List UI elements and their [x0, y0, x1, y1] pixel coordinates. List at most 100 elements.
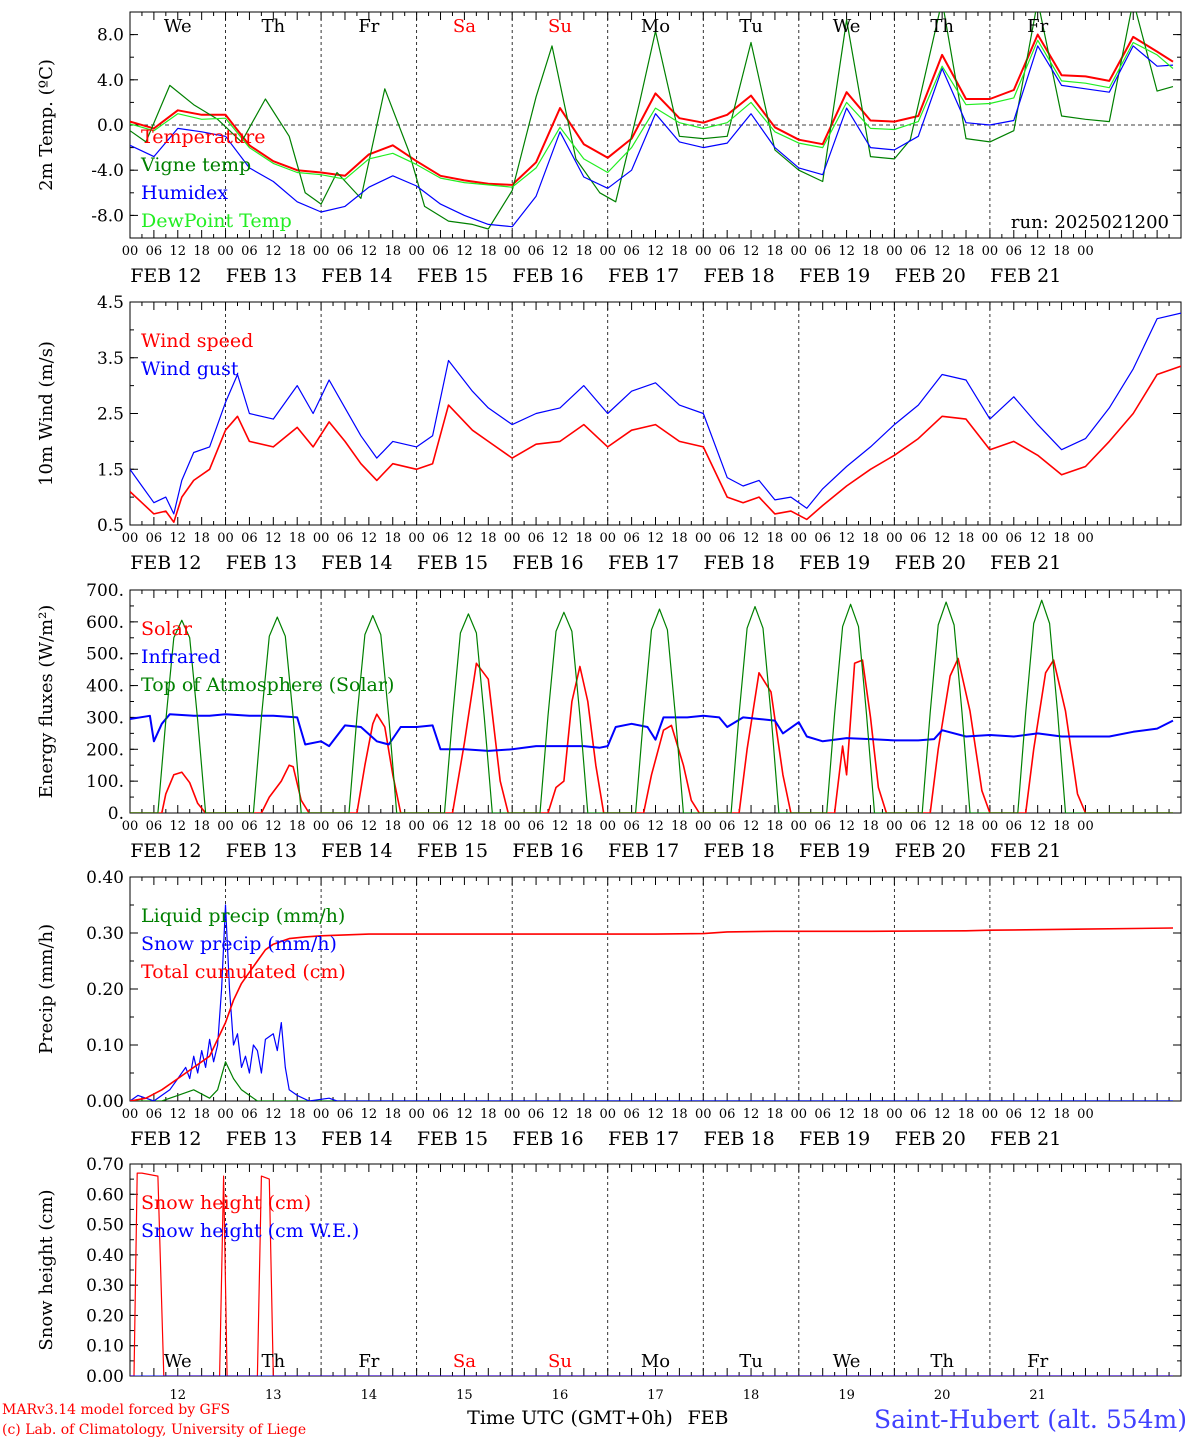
hour-tick-label: 18	[767, 531, 784, 546]
y-axis-label: Energy fluxes (W/m²)	[36, 605, 57, 799]
hour-tick-label: 18	[671, 1107, 688, 1122]
hour-tick-label: 18	[289, 244, 306, 259]
hour-tick-label: 18	[384, 1107, 401, 1122]
weekday-label: Tu	[739, 16, 763, 37]
date-label: FEB 15	[417, 1128, 488, 1150]
series-line-wind-speed	[130, 365, 1181, 523]
hour-tick-label: 00	[982, 244, 999, 259]
hour-tick-label: 06	[814, 1107, 831, 1122]
weekday-label: We	[833, 1351, 861, 1372]
date-label: FEB 13	[226, 840, 297, 862]
hour-tick-label: 18	[193, 819, 210, 834]
hour-tick-label: 12	[265, 1107, 282, 1122]
date-label: FEB 19	[799, 840, 870, 862]
series-line-solar	[130, 657, 1173, 813]
hour-tick-label: 00	[313, 819, 330, 834]
date-label: FEB 13	[226, 552, 297, 574]
hour-tick-label: 06	[814, 244, 831, 259]
hour-tick-label: 18	[384, 819, 401, 834]
y-axis-label: Snow height (cm)	[36, 1189, 57, 1350]
hour-tick-label: 06	[146, 244, 163, 259]
hour-tick-label: 12	[456, 819, 473, 834]
hour-tick-label: 00	[886, 531, 903, 546]
date-label: FEB 17	[608, 552, 679, 574]
hour-tick-label: 06	[910, 531, 927, 546]
hour-tick-label: 18	[767, 244, 784, 259]
hour-tick-label: 06	[432, 531, 449, 546]
hour-tick-label: 12	[361, 244, 378, 259]
y-tick-label: 600.	[86, 613, 124, 633]
hour-tick-label: 18	[958, 819, 975, 834]
hour-tick-label: 12	[265, 244, 282, 259]
hour-tick-label: 00	[1077, 531, 1094, 546]
day-number-label: 16	[552, 1388, 569, 1403]
hour-tick-label: 00	[599, 531, 616, 546]
hour-tick-label: 12	[169, 244, 186, 259]
footer-model: MARv3.14 model forced by GFS	[2, 1402, 230, 1418]
hour-tick-label: 18	[480, 819, 497, 834]
weekday-label: Mo	[641, 16, 670, 37]
hour-tick-label: 12	[743, 244, 760, 259]
day-number-label: 15	[456, 1388, 473, 1403]
hour-tick-label: 06	[337, 1107, 354, 1122]
legend-entry: Top of Atmosphere (Solar)	[141, 674, 394, 696]
weekday-label: Mo	[641, 1351, 670, 1372]
hour-tick-label: 12	[456, 244, 473, 259]
date-label: FEB 15	[417, 265, 488, 287]
hour-tick-label: 00	[313, 1107, 330, 1122]
hour-tick-label: 12	[552, 1107, 569, 1122]
y-tick-label: -8.0	[91, 206, 124, 226]
hour-tick-label: 18	[289, 531, 306, 546]
panels: 8.0 4.0 0.0 -4.0 -8.0 2m Temp. (ºC) Temperatur…	[36, 11, 1182, 1403]
run-label: run: 2025021200	[1011, 212, 1169, 233]
y-tick-label: 0.40	[86, 868, 124, 888]
hour-tick-label: 12	[1029, 244, 1046, 259]
day-number-label: 14	[361, 1388, 378, 1403]
legend-entry: Solar	[141, 618, 193, 640]
hour-tick-label: 00	[504, 819, 521, 834]
y-tick-label: 0.20	[86, 1306, 124, 1326]
hour-tick-label: 06	[528, 819, 545, 834]
hour-tick-label: 12	[552, 244, 569, 259]
date-label: FEB 17	[608, 265, 679, 287]
legend-entry: Snow height (cm)	[141, 1192, 311, 1214]
series-line-temperature	[130, 33, 1174, 186]
hour-tick-label: 00	[408, 819, 425, 834]
hour-tick-label: 06	[719, 1107, 736, 1122]
date-label: FEB 19	[799, 552, 870, 574]
hour-tick-label: 00	[217, 531, 234, 546]
y-tick-label: 0.70	[86, 1155, 124, 1175]
hour-tick-label: 18	[480, 244, 497, 259]
y-tick-label: 0.	[108, 804, 124, 824]
weekday-label: Th	[262, 1351, 286, 1372]
date-label: FEB 17	[608, 1128, 679, 1150]
legend-entry: Infrared	[141, 646, 221, 668]
weekday-label: Th	[930, 1351, 954, 1372]
y-tick-label: 0.30	[86, 924, 124, 944]
footer-month: FEB	[687, 1407, 728, 1429]
panel-4: 0.40 0.30 0.20 0.10 0.00 Precip (mm/h) Liquid …	[36, 868, 1182, 1150]
day-number-label: 19	[838, 1388, 855, 1403]
hour-tick-label: 06	[241, 244, 258, 259]
hour-tick-label: 12	[169, 1107, 186, 1122]
date-label: FEB 13	[226, 265, 297, 287]
weekday-label: We	[164, 1351, 192, 1372]
date-label: FEB 20	[895, 552, 966, 574]
hour-tick-label: 00	[695, 819, 712, 834]
hour-tick-label: 00	[1077, 244, 1094, 259]
y-tick-label: 500.	[86, 645, 124, 665]
hour-tick-label: 00	[599, 1107, 616, 1122]
y-tick-label: 400.	[86, 677, 124, 697]
series-line-dewpoint-temp	[130, 39, 1174, 188]
hour-tick-label: 12	[838, 819, 855, 834]
hour-tick-label: 18	[576, 1107, 593, 1122]
day-number-label: 13	[265, 1388, 282, 1403]
date-label: FEB 12	[130, 552, 201, 574]
hour-tick-label: 06	[528, 1107, 545, 1122]
hour-tick-label: 12	[743, 819, 760, 834]
date-label: FEB 16	[512, 552, 583, 574]
hour-tick-label: 18	[958, 1107, 975, 1122]
hour-tick-label: 06	[146, 819, 163, 834]
hour-tick-label: 18	[862, 531, 879, 546]
hour-tick-label: 18	[1053, 819, 1070, 834]
